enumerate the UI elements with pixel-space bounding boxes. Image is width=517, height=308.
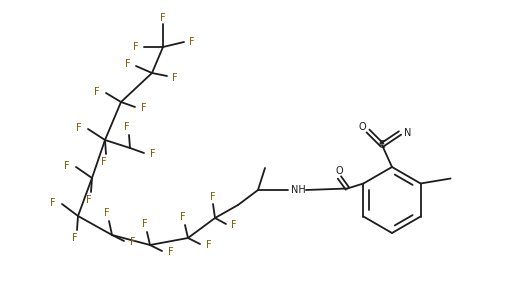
Text: F: F — [101, 157, 107, 167]
Text: F: F — [72, 233, 78, 243]
Text: F: F — [160, 13, 166, 23]
Text: NH: NH — [291, 185, 306, 195]
Text: F: F — [124, 122, 130, 132]
Text: F: F — [104, 208, 110, 218]
Text: F: F — [94, 87, 100, 97]
Text: F: F — [130, 237, 136, 247]
Text: F: F — [150, 149, 156, 159]
Text: F: F — [141, 103, 147, 113]
Text: N: N — [404, 128, 412, 138]
Text: F: F — [189, 37, 195, 47]
Text: O: O — [358, 122, 366, 132]
Text: F: F — [50, 198, 56, 208]
Text: F: F — [125, 59, 131, 69]
Text: F: F — [76, 123, 82, 133]
Text: F: F — [172, 73, 178, 83]
Text: F: F — [206, 240, 212, 250]
Text: F: F — [86, 195, 92, 205]
Text: F: F — [231, 220, 237, 230]
Text: C: C — [378, 140, 385, 150]
Text: F: F — [133, 42, 139, 52]
Text: F: F — [210, 192, 216, 202]
Text: O: O — [336, 165, 343, 176]
Text: F: F — [142, 219, 148, 229]
Text: F: F — [168, 247, 174, 257]
Text: F: F — [180, 212, 186, 222]
Text: F: F — [64, 161, 70, 171]
